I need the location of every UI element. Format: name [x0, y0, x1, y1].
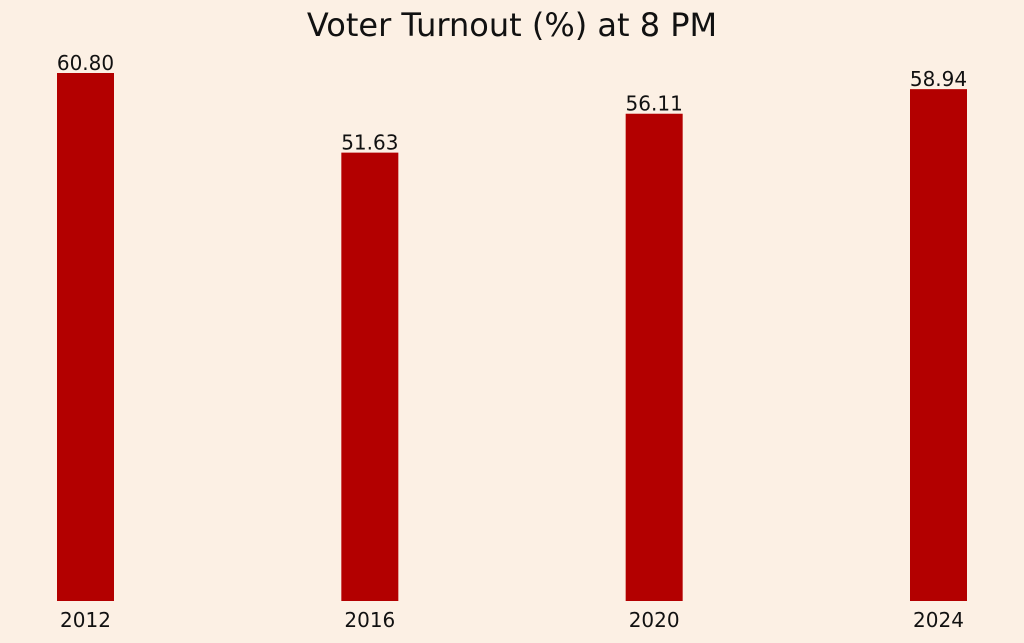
- value-label-2024: 58.94: [910, 67, 967, 91]
- bar-2016: [341, 152, 399, 601]
- value-label-2012: 60.80: [57, 51, 114, 75]
- bars-layer: [57, 73, 967, 602]
- bar-2020: [625, 113, 683, 601]
- chart-title: Voter Turnout (%) at 8 PM: [307, 6, 717, 44]
- bar-2012: [57, 73, 114, 601]
- value-labels-layer: 60.80 51.63 56.11 58.94: [57, 51, 967, 155]
- x-tick-labels: 2012 2016 2020 2024: [60, 608, 964, 632]
- x-tick-label-2016: 2016: [344, 608, 395, 632]
- x-tick-label-2024: 2024: [913, 608, 964, 632]
- bar-2024: [910, 89, 967, 602]
- x-tick-label-2012: 2012: [60, 608, 111, 632]
- value-label-2016: 51.63: [341, 131, 398, 155]
- value-label-2020: 56.11: [626, 92, 683, 116]
- x-tick-label-2020: 2020: [629, 608, 680, 632]
